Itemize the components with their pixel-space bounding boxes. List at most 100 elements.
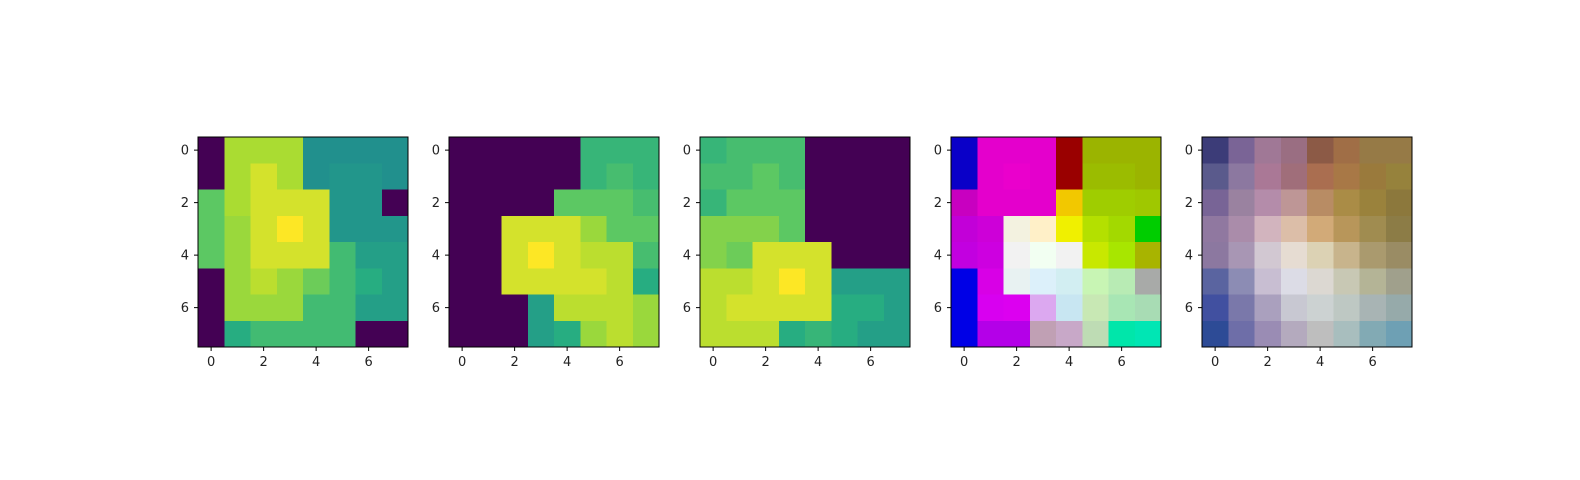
heatmap-cell bbox=[355, 268, 383, 295]
heatmap-cell bbox=[276, 320, 304, 348]
x-tick-label: 6 bbox=[1368, 355, 1376, 370]
heatmap-cell bbox=[1280, 215, 1308, 243]
heatmap-cell bbox=[1228, 242, 1255, 269]
heatmap-cell bbox=[857, 163, 885, 190]
x-tick-label: 6 bbox=[364, 355, 372, 370]
heatmap-cell bbox=[554, 242, 581, 269]
heatmap-cell bbox=[1280, 294, 1308, 322]
heatmap-cell bbox=[632, 189, 660, 217]
heatmap-cell bbox=[951, 320, 978, 348]
x-tick-label: 4 bbox=[312, 355, 320, 370]
heatmap-cell bbox=[752, 215, 780, 243]
heatmap-cell bbox=[752, 294, 780, 322]
heatmap-cell bbox=[1254, 215, 1282, 243]
heatmap-cell bbox=[475, 189, 502, 217]
heatmap-cell bbox=[951, 294, 978, 322]
x-tick-label: 0 bbox=[960, 355, 968, 370]
heatmap-cell bbox=[752, 137, 780, 164]
heatmap-cell bbox=[778, 137, 806, 164]
heatmap-cell bbox=[1359, 163, 1387, 190]
heatmap-cell bbox=[250, 242, 278, 269]
heatmap-cell bbox=[1359, 215, 1387, 243]
heatmap-cell bbox=[1056, 294, 1083, 322]
heatmap-cell bbox=[250, 163, 278, 190]
heatmap-cell bbox=[1134, 189, 1162, 217]
x-tick-label: 2 bbox=[761, 355, 769, 370]
heatmap-cell bbox=[1333, 137, 1360, 164]
heatmap-cell bbox=[1003, 163, 1031, 190]
heatmap-cell bbox=[554, 294, 581, 322]
heatmap-cell bbox=[381, 320, 409, 348]
x-tick-label: 0 bbox=[1211, 355, 1219, 370]
heatmap-cell bbox=[554, 215, 581, 243]
heatmap-cell bbox=[1359, 268, 1387, 295]
heatmap-cell bbox=[805, 242, 832, 269]
heatmap-cell bbox=[329, 242, 356, 269]
heatmap-cell bbox=[1056, 215, 1083, 243]
heatmap-cell bbox=[475, 137, 502, 164]
heatmap-cell bbox=[527, 294, 555, 322]
y-tick-label: 6 bbox=[1185, 301, 1193, 316]
heatmap-cell bbox=[1254, 268, 1282, 295]
heatmap-cell bbox=[1056, 189, 1083, 217]
heatmap-cell bbox=[580, 320, 607, 348]
heatmap-cell bbox=[1254, 294, 1282, 322]
heatmap-cell bbox=[977, 242, 1004, 269]
heatmap-cell bbox=[580, 215, 607, 243]
heatmap-cell bbox=[778, 294, 806, 322]
heatmap-cell bbox=[1108, 215, 1136, 243]
heatmap-cell bbox=[381, 189, 409, 217]
heatmap-cell bbox=[778, 189, 806, 217]
heatmap-cell bbox=[883, 137, 911, 164]
heatmap-cell bbox=[977, 294, 1004, 322]
heatmap-cell bbox=[606, 268, 634, 295]
heatmap-cell bbox=[554, 189, 581, 217]
heatmap-cell bbox=[752, 242, 780, 269]
heatmap-cell bbox=[1134, 163, 1162, 190]
y-tick-label: 4 bbox=[432, 249, 440, 264]
heatmap-cell bbox=[857, 294, 885, 322]
heatmap-cell bbox=[857, 268, 885, 295]
heatmap-cell bbox=[1202, 294, 1229, 322]
heatmap-cell bbox=[303, 137, 330, 164]
heatmap-cell bbox=[224, 189, 251, 217]
heatmap-cell bbox=[527, 320, 555, 348]
heatmap-cell bbox=[527, 137, 555, 164]
heatmap-cell bbox=[1333, 268, 1360, 295]
heatmap-cell bbox=[1385, 189, 1413, 217]
heatmap-cell bbox=[1082, 189, 1109, 217]
heatmap-cell bbox=[857, 137, 885, 164]
heatmap-cell bbox=[1307, 189, 1334, 217]
heatmap-cell bbox=[632, 215, 660, 243]
y-tick-label: 0 bbox=[1185, 144, 1193, 159]
heatmap-cell bbox=[1202, 215, 1229, 243]
heatmap-cell bbox=[1228, 163, 1255, 190]
axes-frame bbox=[950, 136, 1162, 348]
heatmap-cell bbox=[1082, 294, 1109, 322]
heatmap-cell bbox=[1082, 320, 1109, 348]
heatmap-cell bbox=[1003, 242, 1031, 269]
heatmap-cell bbox=[303, 294, 330, 322]
y-tick-label: 4 bbox=[934, 249, 942, 264]
heatmap-cell bbox=[726, 294, 753, 322]
heatmap-cell bbox=[778, 268, 806, 295]
heatmap-cell bbox=[449, 242, 476, 269]
heatmap-cell bbox=[1385, 294, 1413, 322]
heatmap-cell bbox=[276, 189, 304, 217]
x-tick-label: 0 bbox=[458, 355, 466, 370]
heatmap-cell bbox=[1082, 137, 1109, 164]
heatmap-cell bbox=[355, 137, 383, 164]
heatmap-cell bbox=[198, 320, 225, 348]
heatmap-cell bbox=[1134, 242, 1162, 269]
y-tick-label: 0 bbox=[181, 144, 189, 159]
heatmap-panel-1: 0 2 4 6 0 2 4 6 bbox=[181, 136, 409, 370]
heatmap-cell bbox=[224, 294, 251, 322]
heatmap-cell bbox=[700, 320, 727, 348]
heatmap-cell bbox=[726, 163, 753, 190]
heatmap-cell bbox=[1228, 215, 1255, 243]
heatmap-cell bbox=[883, 320, 911, 348]
heatmap-cell bbox=[1029, 242, 1057, 269]
heatmap-cell bbox=[449, 268, 476, 295]
heatmap-cell bbox=[276, 242, 304, 269]
